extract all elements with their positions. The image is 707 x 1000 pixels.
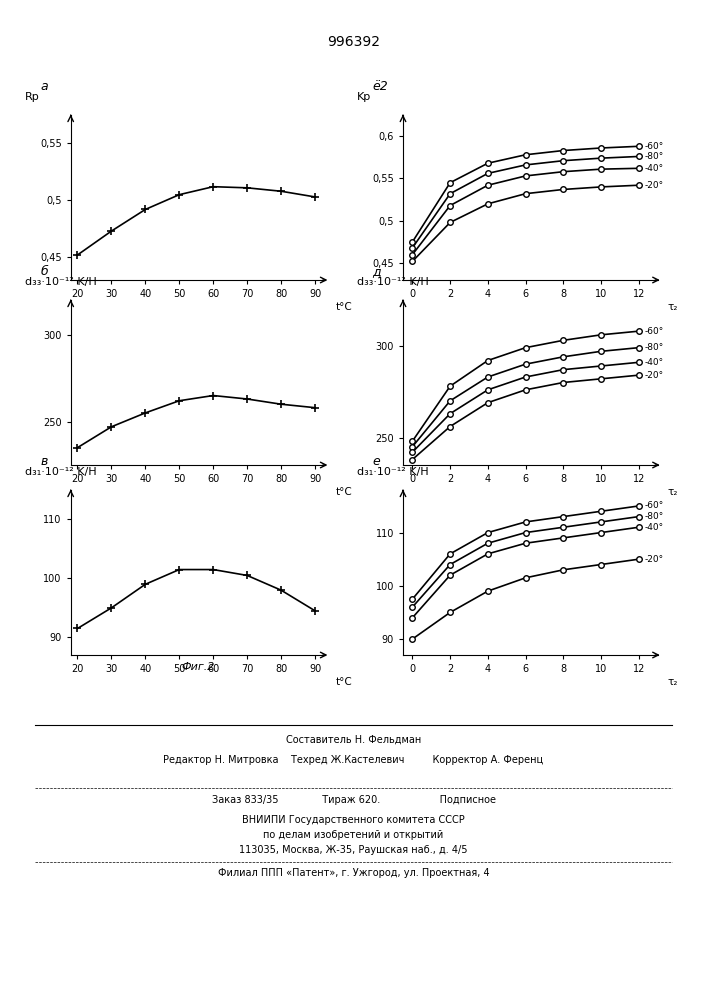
Text: t°C: t°C bbox=[335, 677, 352, 687]
Text: ё2: ё2 bbox=[373, 80, 388, 93]
Text: Редактор Н. Митровка    Техред Ж.Кастелевич         Корректор А. Ференц: Редактор Н. Митровка Техред Ж.Кастелевич… bbox=[163, 755, 544, 765]
Text: -40°: -40° bbox=[644, 523, 663, 532]
Text: -40°: -40° bbox=[644, 358, 663, 367]
Text: -60°: -60° bbox=[644, 501, 664, 510]
Text: τ₂: τ₂ bbox=[667, 677, 678, 687]
Text: -40°: -40° bbox=[644, 164, 663, 173]
Text: τ₂: τ₂ bbox=[667, 487, 678, 497]
Text: б: б bbox=[40, 265, 48, 278]
Text: τ₂: τ₂ bbox=[667, 302, 678, 312]
Text: -60°: -60° bbox=[644, 327, 664, 336]
Text: a: a bbox=[40, 80, 48, 93]
Text: t°C: t°C bbox=[335, 487, 352, 497]
Text: 996392: 996392 bbox=[327, 35, 380, 49]
Text: Заказ 833/35              Тираж 620.                   Подписное: Заказ 833/35 Тираж 620. Подписное bbox=[211, 795, 496, 805]
Text: -20°: -20° bbox=[644, 555, 663, 564]
Text: -80°: -80° bbox=[644, 512, 664, 521]
Text: Kp: Kp bbox=[357, 92, 371, 102]
Text: в: в bbox=[40, 455, 47, 468]
Text: Филиал ППП «Патент», г. Ужгород, ул. Проектная, 4: Филиал ППП «Патент», г. Ужгород, ул. Про… bbox=[218, 868, 489, 878]
Text: 113035, Москва, Ж-35, Раушская наб., д. 4/5: 113035, Москва, Ж-35, Раушская наб., д. … bbox=[239, 845, 468, 855]
Text: -60°: -60° bbox=[644, 142, 664, 151]
Text: ВНИИПИ Государственного комитета СССР: ВНИИПИ Государственного комитета СССР bbox=[242, 815, 465, 825]
Text: -20°: -20° bbox=[644, 181, 663, 190]
Text: d₃₁·10⁻¹² K/H: d₃₁·10⁻¹² K/H bbox=[25, 467, 97, 477]
Text: Составитель Н. Фельдман: Составитель Н. Фельдман bbox=[286, 735, 421, 745]
Text: -20°: -20° bbox=[644, 371, 663, 380]
Text: Фиг.2: Фиг.2 bbox=[181, 662, 215, 672]
Text: по делам изобретений и открытий: по делам изобретений и открытий bbox=[264, 830, 443, 840]
Text: -80°: -80° bbox=[644, 343, 664, 352]
Text: д: д bbox=[373, 265, 381, 278]
Text: d₃₁·10⁻¹² K/H: d₃₁·10⁻¹² K/H bbox=[357, 467, 429, 477]
Text: d₃₃·10⁻¹² K/H: d₃₃·10⁻¹² K/H bbox=[357, 277, 429, 287]
Text: d₃₃·10⁻¹² K/H: d₃₃·10⁻¹² K/H bbox=[25, 277, 97, 287]
Text: -80°: -80° bbox=[644, 152, 664, 161]
Text: Rp: Rp bbox=[25, 92, 40, 102]
Text: е: е bbox=[373, 455, 380, 468]
Text: t°C: t°C bbox=[335, 302, 352, 312]
